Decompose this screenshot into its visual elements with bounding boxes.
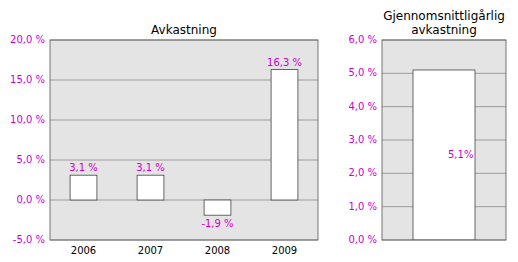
y-tick-label: 3,0 % [348, 134, 377, 145]
y-tick-label: 4,0 % [348, 101, 377, 112]
plot-background [50, 40, 318, 240]
data-label: 5,1% [448, 149, 473, 160]
x-tick-label: 2009 [272, 245, 297, 256]
bar [70, 175, 97, 200]
title-line: Gjennomsnittligårlig [383, 9, 505, 23]
title-line: Avkastning [151, 23, 217, 37]
bar [271, 70, 298, 200]
y-tick-label: 2,0 % [348, 167, 377, 178]
chart-canvas: -5,0 % 0,0 % 5,0 % 10,0 % 15,0 % 20,0 % 2006 20… [0, 0, 518, 262]
y-tick-label: 6,0 % [348, 34, 377, 45]
data-label: 3,1 % [69, 162, 98, 173]
bar [204, 200, 231, 215]
x-tick-label: 2008 [205, 245, 230, 256]
plot-background [382, 40, 506, 240]
x-tick-label: 2006 [71, 245, 96, 256]
y-tick-label: 0,0 % [16, 194, 45, 205]
data-label: 16,3 % [267, 57, 302, 68]
data-label: 3,1 % [136, 162, 165, 173]
y-tick-label: 5,0 % [348, 67, 377, 78]
plot-frame [382, 40, 506, 240]
chart-0: -5,0 % 0,0 % 5,0 % 10,0 % 15,0 % 20,0 % 2006 20… [10, 23, 318, 256]
chart-title: Avkastning [151, 23, 217, 37]
bar [413, 70, 475, 240]
y-tick-label: 10,0 % [10, 114, 45, 125]
y-tick-label: -5,0 % [13, 234, 45, 245]
data-label: -1,9 % [201, 218, 233, 229]
chart-1: 0,0 % 1,0 % 2,0 % 3,0 % 4,0 % 5,0 % 6,0 % 5,1% G… [348, 9, 506, 245]
y-tick-label: 15,0 % [10, 74, 45, 85]
y-tick-label: 0,0 % [348, 234, 377, 245]
y-tick-label: 5,0 % [16, 154, 45, 165]
title-line: avkastning [411, 23, 477, 37]
y-tick-label: 1,0 % [348, 201, 377, 212]
bars [70, 70, 298, 216]
bars [413, 70, 475, 240]
x-tick-label: 2007 [138, 245, 163, 256]
chart-title: Gjennomsnittligårligavkastning [383, 9, 505, 37]
bar [137, 175, 164, 200]
plot-frame [50, 40, 318, 240]
y-tick-label: 20,0 % [10, 34, 45, 45]
